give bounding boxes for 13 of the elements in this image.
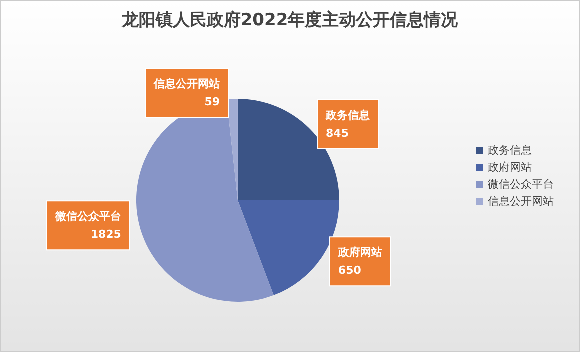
legend-label: 信息公开网站 xyxy=(488,195,554,208)
slice-label: 微信公众平台 xyxy=(54,210,122,224)
slice-label: 政务信息 xyxy=(325,109,372,122)
data-label: 845 xyxy=(326,127,349,140)
chart-title: 龙阳镇人民政府2022年度主动公开信息情况 xyxy=(120,10,460,30)
data-label: 650 xyxy=(338,264,362,278)
slice-label: 信息公开网站 xyxy=(153,78,220,91)
legend-label: 微信公众平台 xyxy=(488,178,554,191)
legend-label: 政府网站 xyxy=(488,161,532,174)
data-label: 1825 xyxy=(90,228,122,242)
legend-label: 政务信息 xyxy=(488,144,532,157)
data-label: 59 xyxy=(204,96,220,109)
slice-label: 政府网站 xyxy=(337,246,382,260)
